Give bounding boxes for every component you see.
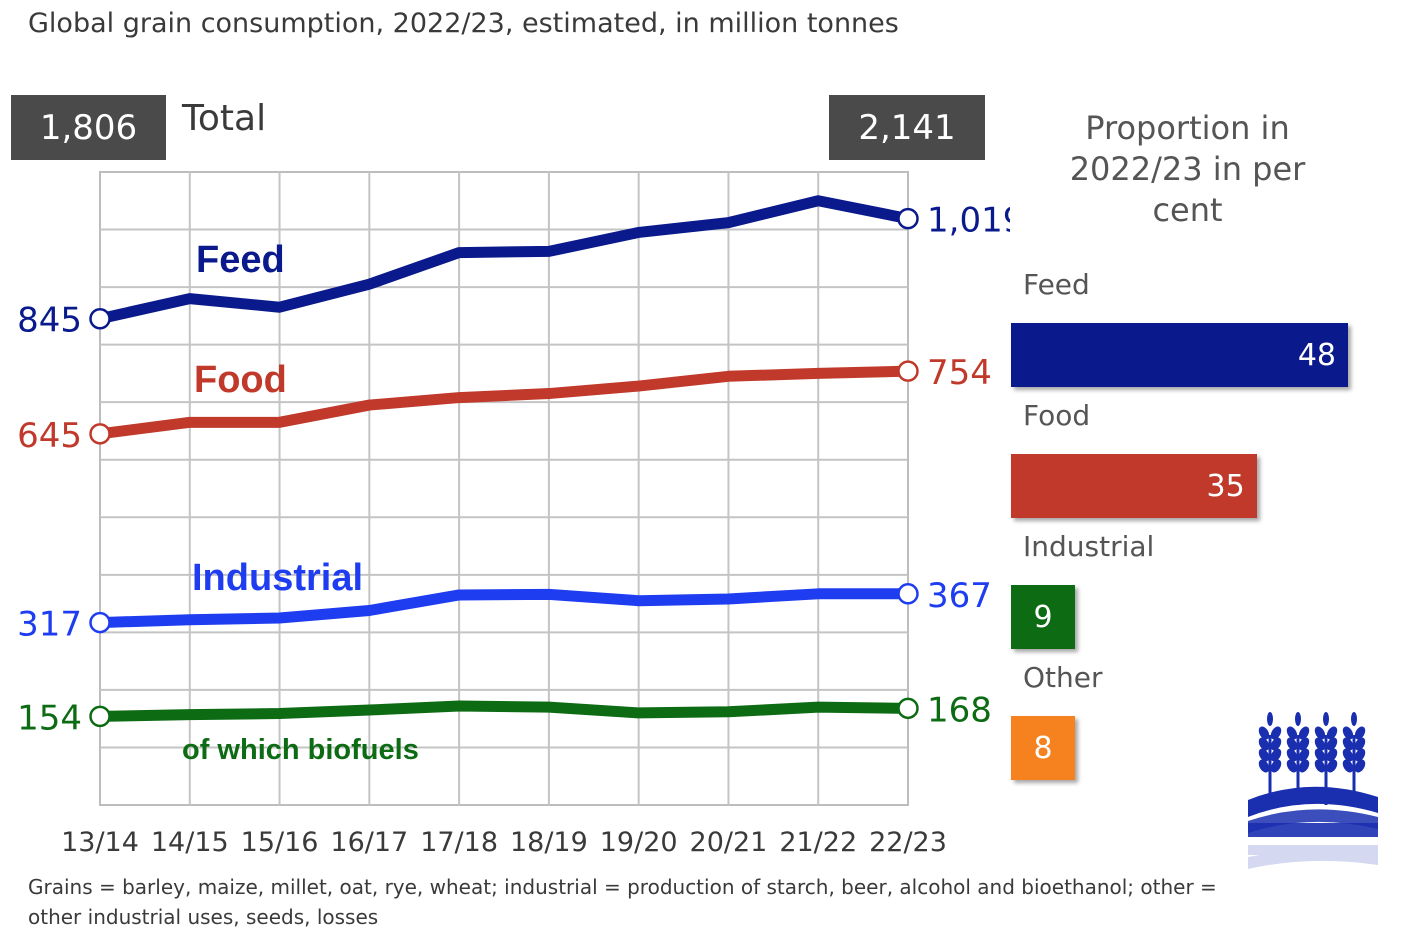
total-label: Total (182, 98, 267, 139)
series-end-label: 367 (927, 576, 992, 616)
endpoint-marker (89, 307, 111, 330)
wheat-logo-icon (1248, 712, 1378, 869)
x-tick-label: 22/23 (869, 827, 947, 858)
proportion-bar-feed: 48 (1011, 323, 1348, 387)
total-start-box: 1,806 (11, 95, 166, 160)
x-tick-label: 15/16 (241, 827, 319, 858)
series-name-label: Food (194, 359, 287, 401)
proportion-bar-food: 35 (1011, 454, 1257, 518)
series-feed: 845 1,019 Feed (17, 195, 1010, 341)
proportion-bar-industrial: 9 (1011, 585, 1075, 649)
x-tick-label: 18/19 (510, 827, 588, 858)
series-end-label: 754 (927, 353, 992, 393)
chart-series: 845 1,019 Feed 645 754 Food 317 367 Industrial 15… (17, 195, 1010, 766)
proportion-label-industrial: Industrial (1023, 530, 1155, 563)
proportion-label-feed: Feed (1023, 268, 1090, 301)
series-name-label: of which biofuels (182, 734, 419, 766)
series-line (94, 588, 914, 629)
endpoint-marker (89, 705, 111, 728)
series-industrial: 317 367 Industrial (17, 557, 992, 645)
endpoint-marker (89, 423, 111, 445)
series-name-label: Industrial (192, 557, 363, 599)
x-tick-label: 17/18 (420, 827, 498, 858)
endpoint-marker (897, 583, 919, 605)
x-tick-label: 19/20 (600, 827, 678, 858)
series-start-label: 317 (17, 605, 82, 645)
series-start-label: 645 (17, 416, 82, 456)
series-end-label: 168 (927, 690, 992, 730)
x-axis-ticks: 13/14 14/15 15/16 16/17 17/18 18/19 19/20 20/21… (61, 827, 947, 858)
x-tick-label: 13/14 (61, 827, 139, 858)
series-end-label: 1,019 (927, 201, 1010, 241)
series-start-label: 154 (17, 698, 82, 738)
x-tick-label: 14/15 (151, 827, 229, 858)
endpoint-marker (897, 360, 919, 382)
chart-grid (99, 171, 909, 806)
series-name-label: Feed (196, 239, 285, 281)
proportion-title: Proportion in 2022/23 in per cent (1069, 109, 1306, 229)
total-end-box: 2,141 (829, 95, 985, 160)
series-line (94, 195, 914, 325)
series-start-label: 845 (17, 301, 82, 341)
line-chart: 845 1,019 Feed 645 754 Food 317 367 Industrial 15… (17, 171, 1010, 858)
plot-area (99, 171, 909, 806)
x-tick-label: 20/21 (690, 827, 768, 858)
proportion-label-food: Food (1023, 399, 1091, 432)
endpoint-marker (897, 207, 919, 230)
series-food: 645 754 Food (17, 353, 992, 456)
series-line (94, 365, 914, 440)
footnote: Grains = barley, maize, millet, oat, rye… (28, 875, 1217, 929)
proportion-bar-other: 8 (1011, 716, 1075, 780)
x-tick-label: 21/22 (779, 827, 857, 858)
endpoint-marker (897, 697, 919, 720)
series-of-which-biofuels: 154 168 of which biofuels (17, 690, 992, 766)
chart-title: Global grain consumption, 2022/23, estim… (28, 8, 899, 39)
series-line (94, 700, 914, 722)
proportion-label-other: Other (1023, 661, 1103, 694)
endpoint-marker (89, 611, 111, 634)
x-tick-label: 16/17 (330, 827, 408, 858)
